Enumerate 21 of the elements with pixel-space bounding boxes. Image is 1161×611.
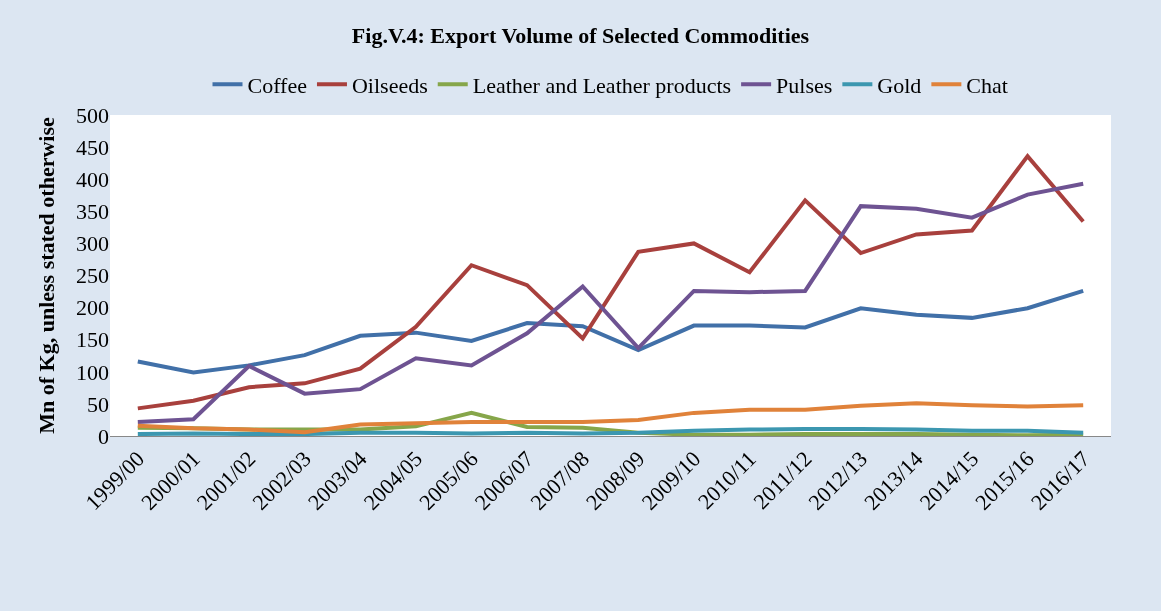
y-tick-label: 250	[76, 263, 109, 289]
y-tick-label: 0	[98, 423, 109, 449]
y-tick-label: 450	[76, 134, 109, 160]
legend-label: Oilseeds	[351, 72, 428, 98]
y-tick-label: 150	[76, 327, 109, 353]
y-tick-label: 400	[76, 166, 109, 192]
line-series	[135, 288, 1086, 375]
line-series	[135, 401, 1086, 435]
legend-label: Chat	[966, 72, 1008, 98]
y-tick-label: 350	[76, 199, 109, 224]
y-axis-title: Mn of Kg, unless stated otherwise	[33, 117, 59, 434]
y-tick-label: 300	[76, 231, 109, 257]
chart-title: Fig.V.4: Export Volume of Selected Commodities	[351, 22, 810, 48]
legend-label: Leather and Leather products	[472, 72, 732, 98]
legend-label: Gold	[877, 72, 922, 98]
legend-label: Pulses	[776, 72, 833, 98]
y-tick-label: 200	[76, 295, 109, 321]
y-tick-label: 50	[87, 391, 109, 417]
y-tick-label: 500	[76, 102, 109, 128]
legend-label: Coffee	[247, 72, 307, 98]
y-tick-label: 100	[76, 359, 109, 385]
